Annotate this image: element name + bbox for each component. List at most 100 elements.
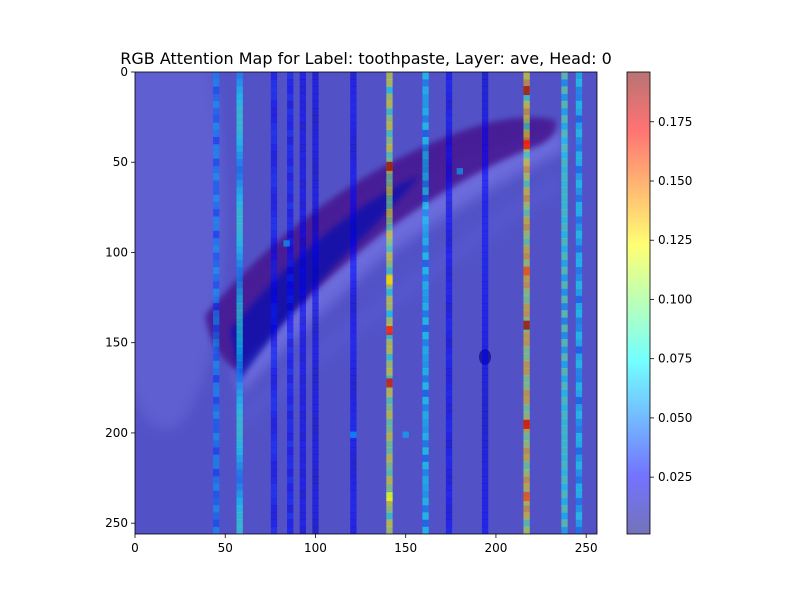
attention-cell bbox=[523, 476, 530, 484]
attention-cell bbox=[213, 194, 220, 203]
attention-cell bbox=[287, 100, 294, 109]
attention-hotspot bbox=[523, 419, 530, 429]
attention-cell bbox=[350, 418, 357, 427]
attention-cell bbox=[236, 303, 243, 311]
attention-cell bbox=[299, 223, 306, 232]
attention-cell bbox=[270, 505, 278, 513]
attention-cell bbox=[287, 259, 294, 268]
attention-cell bbox=[445, 447, 453, 455]
attention-cell bbox=[287, 353, 294, 362]
attention-cell bbox=[287, 238, 294, 246]
attention-cell bbox=[445, 526, 453, 534]
attention-cell bbox=[561, 259, 568, 268]
attention-cell bbox=[312, 129, 319, 138]
attention-cell bbox=[287, 122, 294, 131]
attention-cell bbox=[287, 432, 294, 441]
attention-cell bbox=[287, 216, 294, 224]
attention-row-marks bbox=[283, 168, 464, 438]
attention-cell bbox=[422, 266, 429, 275]
colorbar-tick-label: 0.025 bbox=[658, 470, 692, 484]
attention-cell bbox=[386, 194, 393, 203]
attention-cell bbox=[213, 201, 220, 210]
attention-cell bbox=[213, 303, 220, 311]
attention-cell bbox=[350, 483, 357, 491]
attention-cell bbox=[481, 310, 489, 318]
attention-cell bbox=[312, 389, 319, 398]
attention-cell bbox=[445, 100, 453, 109]
attention-cell bbox=[350, 187, 357, 196]
attention-cell bbox=[270, 173, 278, 181]
attention-cell bbox=[481, 432, 489, 441]
attention-cell bbox=[386, 331, 393, 340]
attention-cell bbox=[213, 108, 220, 116]
attention-cell bbox=[481, 476, 489, 484]
attention-cell bbox=[270, 331, 278, 340]
attention-cell bbox=[299, 252, 306, 260]
attention-cell bbox=[445, 93, 453, 102]
attention-cell bbox=[422, 165, 429, 174]
attention-cell bbox=[561, 353, 568, 362]
attention-cell bbox=[312, 79, 319, 87]
attention-cell bbox=[445, 266, 453, 275]
attention-cell bbox=[213, 389, 220, 398]
attention-cell bbox=[236, 454, 243, 463]
attention-cell bbox=[350, 209, 357, 217]
attention-cell bbox=[575, 266, 583, 275]
attention-cell bbox=[445, 303, 453, 311]
attention-cell bbox=[575, 418, 583, 427]
attention-cell bbox=[523, 469, 530, 477]
attention-hotspot bbox=[523, 320, 530, 330]
attention-cell bbox=[481, 526, 489, 534]
attention-column bbox=[270, 72, 278, 534]
attention-cell bbox=[481, 483, 489, 491]
attention-cell bbox=[481, 389, 489, 398]
attention-cell bbox=[561, 425, 568, 434]
attention-cell bbox=[561, 331, 568, 340]
plot-frame bbox=[134, 71, 598, 535]
attention-cell bbox=[350, 331, 357, 340]
attention-mark bbox=[456, 168, 464, 175]
attention-cell bbox=[445, 461, 453, 470]
attention-cell bbox=[561, 115, 568, 123]
attention-cell bbox=[270, 432, 278, 441]
attention-cell bbox=[481, 238, 489, 246]
attention-cell bbox=[561, 201, 568, 210]
attention-cell bbox=[386, 173, 393, 181]
attention-cell bbox=[287, 303, 294, 311]
attention-cell bbox=[213, 274, 220, 282]
attention-cell bbox=[213, 158, 220, 167]
attention-cell bbox=[422, 281, 429, 289]
attention-cell bbox=[299, 115, 306, 123]
attention-hotspots bbox=[386, 86, 530, 502]
attention-cell bbox=[350, 440, 357, 448]
attention-cell bbox=[299, 375, 306, 383]
attention-cell bbox=[386, 418, 393, 427]
attention-cell bbox=[523, 497, 530, 506]
attention-cell bbox=[287, 144, 294, 152]
attention-cell bbox=[287, 158, 294, 167]
attention-cell bbox=[575, 252, 583, 260]
attention-cell bbox=[236, 483, 243, 491]
attention-cell bbox=[213, 317, 220, 325]
attention-cell bbox=[287, 396, 294, 405]
attention-cell bbox=[481, 353, 489, 362]
attention-cell bbox=[422, 115, 429, 123]
attention-cell bbox=[422, 129, 429, 138]
attention-cell bbox=[445, 144, 453, 152]
attention-cell bbox=[445, 194, 453, 203]
attention-cell bbox=[386, 469, 393, 477]
attention-cell bbox=[299, 367, 306, 376]
attention-cell bbox=[422, 440, 429, 448]
attention-cell bbox=[481, 252, 489, 260]
attention-cell bbox=[287, 505, 294, 513]
attention-cell bbox=[523, 288, 530, 297]
attention-cell bbox=[270, 490, 278, 499]
attention-cell bbox=[236, 252, 243, 260]
attention-cell bbox=[236, 201, 243, 210]
attention-cell bbox=[422, 201, 429, 210]
attention-cell bbox=[575, 115, 583, 123]
attention-cell bbox=[422, 303, 429, 311]
attention-cell bbox=[287, 526, 294, 534]
attention-cell bbox=[481, 360, 489, 369]
attention-cell bbox=[523, 353, 530, 362]
